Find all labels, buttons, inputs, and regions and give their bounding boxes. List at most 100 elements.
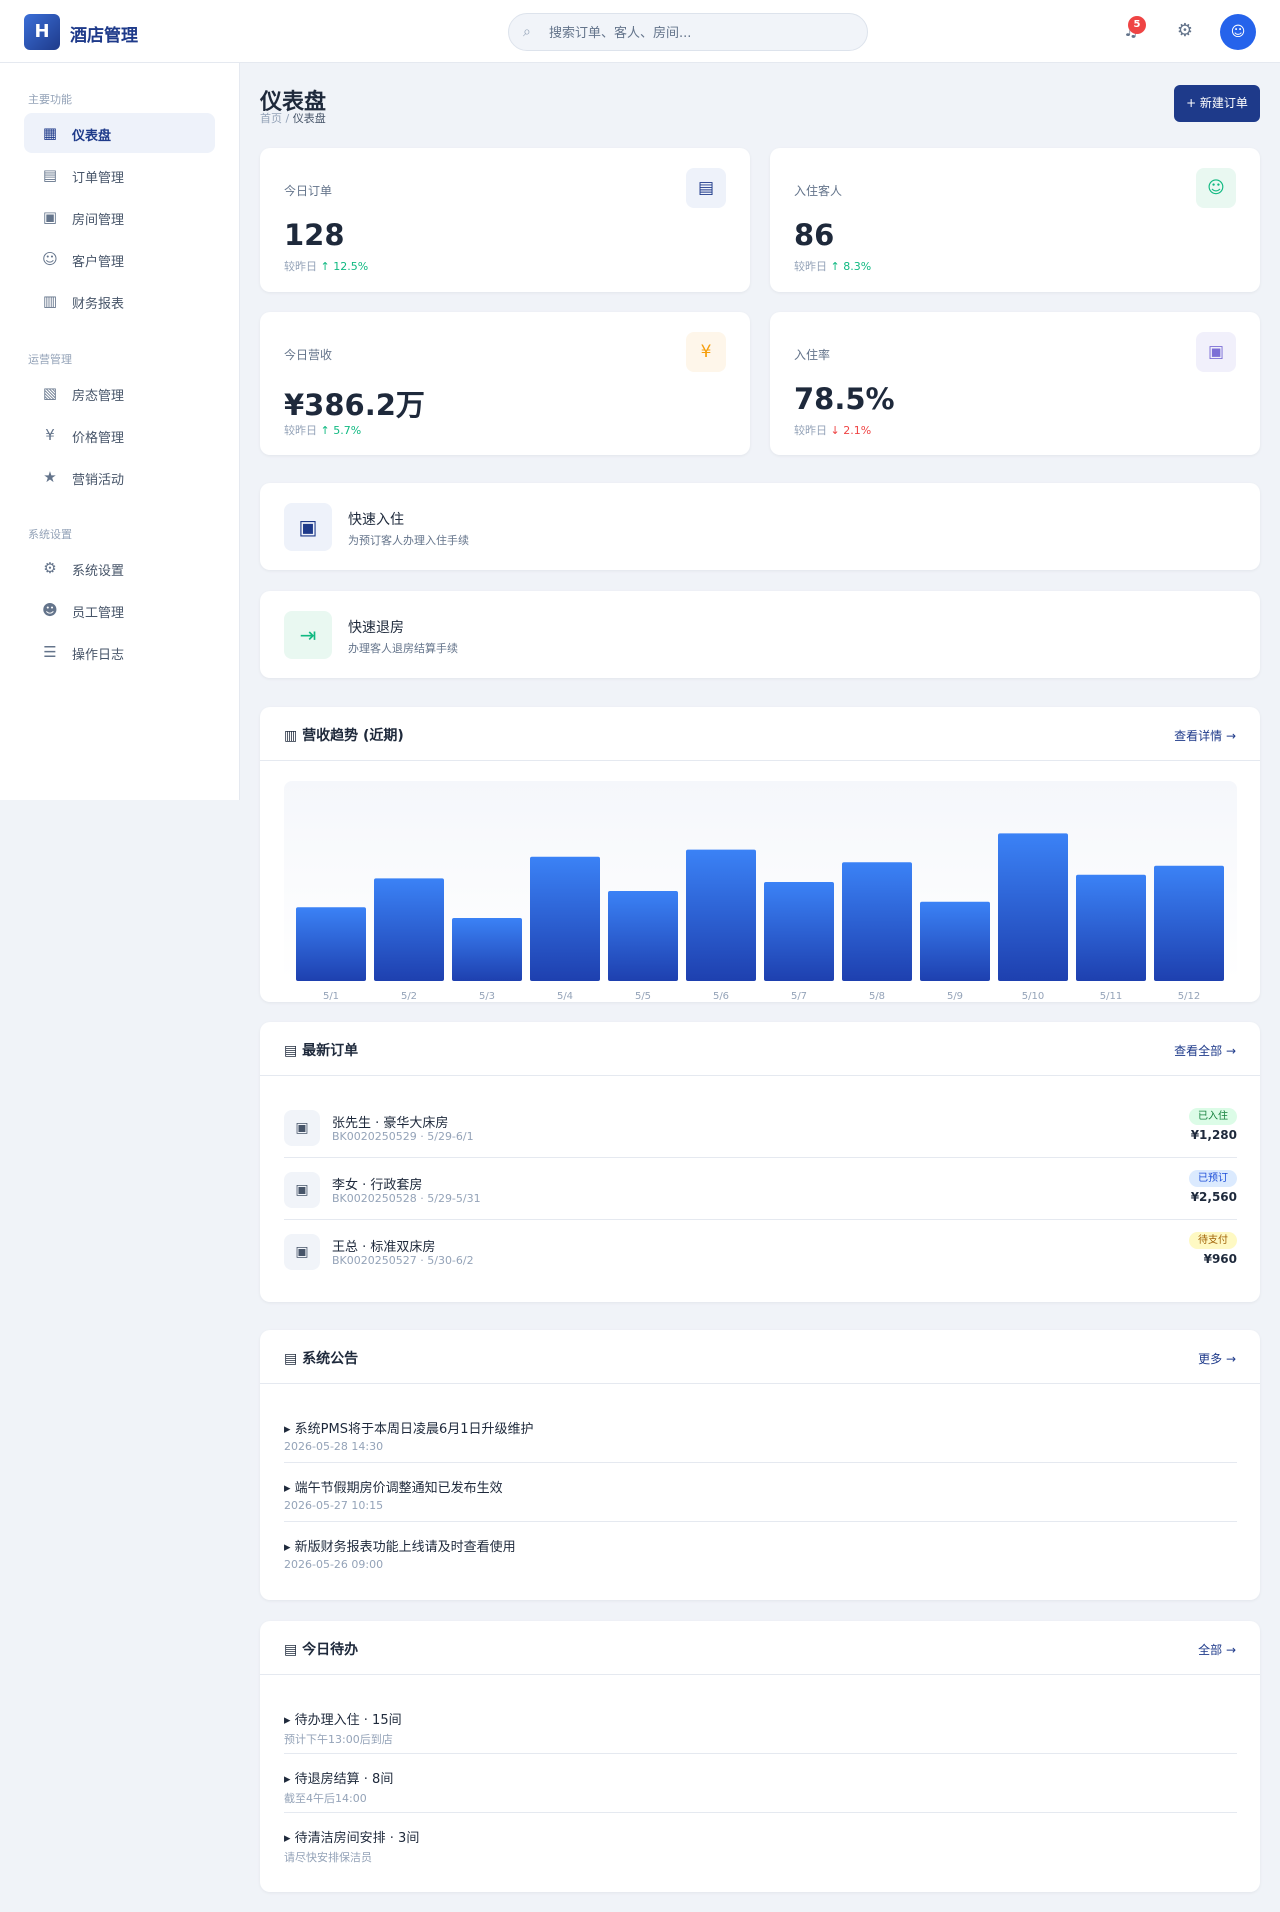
gear-icon: ⚙ (43, 559, 57, 577)
task-item[interactable]: ▸ 待办理入住 · 15间 预计下午13:00后到店 (284, 1695, 1237, 1754)
sidebar-item-label: 仪表盘 (72, 129, 112, 144)
stat-value: 86 (794, 218, 835, 252)
chart-area: 5/1 5/2 5/3 5/4 5/5 5/6 5/7 5/8 5/9 5/10 5/11 5/12 (284, 781, 1237, 1002)
announcement-item[interactable]: ▸ 端午节假期房价调整通知已发布生效 2026-05-27 10:15 (284, 1463, 1237, 1522)
task-note: 截至4午后14:00 (284, 1792, 367, 1805)
order-row[interactable]: ▣ 李女 · 行政套房 BK0020250528 · 5/29-5/31 已预订… (284, 1158, 1237, 1220)
x-tick-label: 5/11 (1100, 991, 1122, 1002)
stat-change-value: ↑ 8.3% (830, 260, 872, 273)
breadcrumb: 首页 / 仪表盘 (260, 110, 326, 126)
order-amount: ¥960 (1203, 1252, 1237, 1266)
x-tick-label: 5/6 (713, 991, 729, 1002)
orders-panel: ▤ 最新订单 查看全部 → ▣ 张先生 · 豪华大床房 BK0020250529… (260, 1022, 1260, 1302)
sidebar-item-label: 营销活动 (72, 473, 125, 488)
panel-header: ▤ 系统公告 更多 → (260, 1330, 1260, 1384)
announcement-title: ▸ 新版财务报表功能上线请及时查看使用 (284, 1540, 516, 1555)
chart-bar[interactable] (1076, 874, 1146, 981)
task-item[interactable]: ▸ 待退房结算 · 8间 截至4午后14:00 (284, 1754, 1237, 1813)
order-title: 李女 · 行政套房 (332, 1178, 423, 1193)
stat-change: 较昨日 ↑ 8.3% (794, 258, 871, 274)
chart-bar[interactable] (764, 882, 834, 981)
announcement-time: 2026-05-26 09:00 (284, 1558, 384, 1571)
chart-bar[interactable] (608, 891, 678, 981)
view-details-link[interactable]: 查看详情 → (1174, 729, 1236, 743)
task-item[interactable]: ▸ 待清洁房间安排 · 3间 请尽快安排保洁员 (284, 1813, 1237, 1872)
quick-check-out-card[interactable]: ⇥ 快速退房 办理客人退房结算手续 (260, 591, 1260, 678)
search-input[interactable] (549, 22, 849, 44)
chart-bar[interactable] (374, 878, 444, 981)
chart-bar[interactable] (842, 862, 912, 981)
x-tick-label: 5/3 (479, 991, 495, 1002)
log-icon: ☰ (43, 643, 57, 661)
stat-label: 入住客人 (794, 184, 843, 198)
stat-change-value: ↑ 5.7% (320, 424, 362, 437)
x-tick-label: 5/1 (323, 991, 339, 1002)
occupancy-icon: ▣ (1196, 332, 1236, 372)
order-row[interactable]: ▣ 张先生 · 豪华大床房 BK0020250529 · 5/29-6/1 已入… (284, 1096, 1237, 1158)
stat-change-prefix: 较昨日 (794, 424, 827, 437)
chart-bar[interactable] (998, 833, 1068, 981)
sidebar: 主要功能 ▦ 仪表盘 ▤ 订单管理 ▣ 房间管理 ☺ 客户管理 ▥ 财务报表 运… (0, 63, 240, 800)
sidebar-item-dashboard[interactable]: ▦ 仪表盘 (24, 113, 215, 153)
sidebar-item-marketing[interactable]: ★ 营销活动 (24, 457, 215, 497)
all-tasks-link[interactable]: 全部 → (1198, 1643, 1236, 1657)
check-out-icon: ⇥ (284, 611, 332, 659)
logo-text[interactable]: 酒店管理 (70, 26, 138, 46)
new-order-button[interactable]: + 新建订单 (1174, 85, 1260, 122)
bed-icon: ▣ (284, 1172, 320, 1208)
task-note: 预计下午13:00后到店 (284, 1733, 393, 1746)
customers-icon: ☺ (42, 250, 58, 268)
sidebar-item-price[interactable]: ¥ 价格管理 (24, 415, 215, 455)
sidebar-item-orders[interactable]: ▤ 订单管理 (24, 155, 215, 195)
chart-bar[interactable] (530, 856, 600, 981)
announcement-time: 2026-05-27 10:15 (284, 1499, 384, 1512)
revenue-bar-chart: 5/1 5/2 5/3 5/4 5/5 5/6 5/7 5/8 5/9 5/10 5/11 5/12 (296, 833, 1224, 1002)
sidebar-item-customers[interactable]: ☺ 客户管理 (24, 239, 215, 279)
sidebar-item-rooms[interactable]: ▣ 房间管理 (24, 197, 215, 237)
bed-icon: ▣ (284, 1234, 320, 1270)
sidebar-item-staff[interactable]: ☻ 员工管理 (24, 590, 215, 630)
notification-badge: 5 (1128, 16, 1146, 34)
bed-icon: ▣ (284, 1110, 320, 1146)
stat-change-value: ↑ 12.5% (320, 260, 369, 273)
order-row[interactable]: ▣ 王总 · 标准双床房 BK0020250527 · 5/30-6/2 待支付… (284, 1220, 1237, 1282)
room-status-icon: ▧ (42, 384, 58, 402)
announcement-item[interactable]: ▸ 新版财务报表功能上线请及时查看使用 2026-05-26 09:00 (284, 1522, 1237, 1581)
chart-bar[interactable] (1154, 865, 1224, 981)
gear-icon[interactable]: ⚙ (1176, 20, 1194, 41)
status-badge: 已入住 (1189, 1108, 1237, 1125)
stat-change: 较昨日 ↓ 2.1% (794, 422, 871, 438)
sidebar-item-label: 房间管理 (72, 213, 125, 228)
avatar[interactable]: ☺ (1220, 14, 1256, 50)
task-title: ▸ 待退房结算 · 8间 (284, 1772, 394, 1787)
stat-card-revenue: 今日营收 ¥ ¥386.2万 较昨日 ↑ 5.7% (260, 312, 750, 455)
quick-check-in-card[interactable]: ▣ 快速入住 为预订客人办理入住手续 (260, 483, 1260, 570)
order-meta: BK0020250527 · 5/30-6/2 (332, 1254, 474, 1267)
panel-title: ▥ 营收趋势 (近期) (284, 728, 404, 744)
order-meta: BK0020250528 · 5/29-5/31 (332, 1192, 481, 1205)
sidebar-item-room-status[interactable]: ▧ 房态管理 (24, 373, 215, 413)
sidebar-item-settings[interactable]: ⚙ 系统设置 (24, 548, 215, 588)
staff-icon: ☻ (42, 601, 58, 619)
stat-value: 78.5% (794, 382, 895, 416)
top-header: H 酒店管理 ⌕ ♫ 5 ⚙ ☺ (0, 0, 1280, 63)
logo-mark[interactable]: H (24, 14, 60, 50)
x-tick-label: 5/4 (557, 991, 573, 1002)
chart-bar[interactable] (920, 901, 990, 981)
announcement-item[interactable]: ▸ 系统PMS将于本周日凌晨6月1日升级维护 2026-05-28 14:30 (284, 1404, 1237, 1463)
search-bar[interactable]: ⌕ (508, 13, 868, 51)
chart-bar[interactable] (296, 907, 366, 981)
panel-title: ▤ 最新订单 (284, 1043, 359, 1059)
more-announcements-link[interactable]: 更多 → (1198, 1352, 1236, 1366)
breadcrumb-home[interactable]: 首页 (260, 112, 282, 125)
sidebar-item-label: 客户管理 (72, 255, 125, 270)
announcement-title: ▸ 端午节假期房价调整通知已发布生效 (284, 1481, 503, 1496)
view-all-orders-link[interactable]: 查看全部 → (1174, 1044, 1236, 1058)
chart-bar[interactable] (686, 849, 756, 981)
sidebar-item-logs[interactable]: ☰ 操作日志 (24, 632, 215, 672)
chart-bar[interactable] (452, 918, 522, 981)
user-icon: ☺ (1230, 24, 1246, 40)
rooms-icon: ▣ (42, 208, 58, 226)
sidebar-item-finance[interactable]: ▥ 财务报表 (24, 281, 215, 321)
order-title: 张先生 · 豪华大床房 (332, 1116, 449, 1131)
